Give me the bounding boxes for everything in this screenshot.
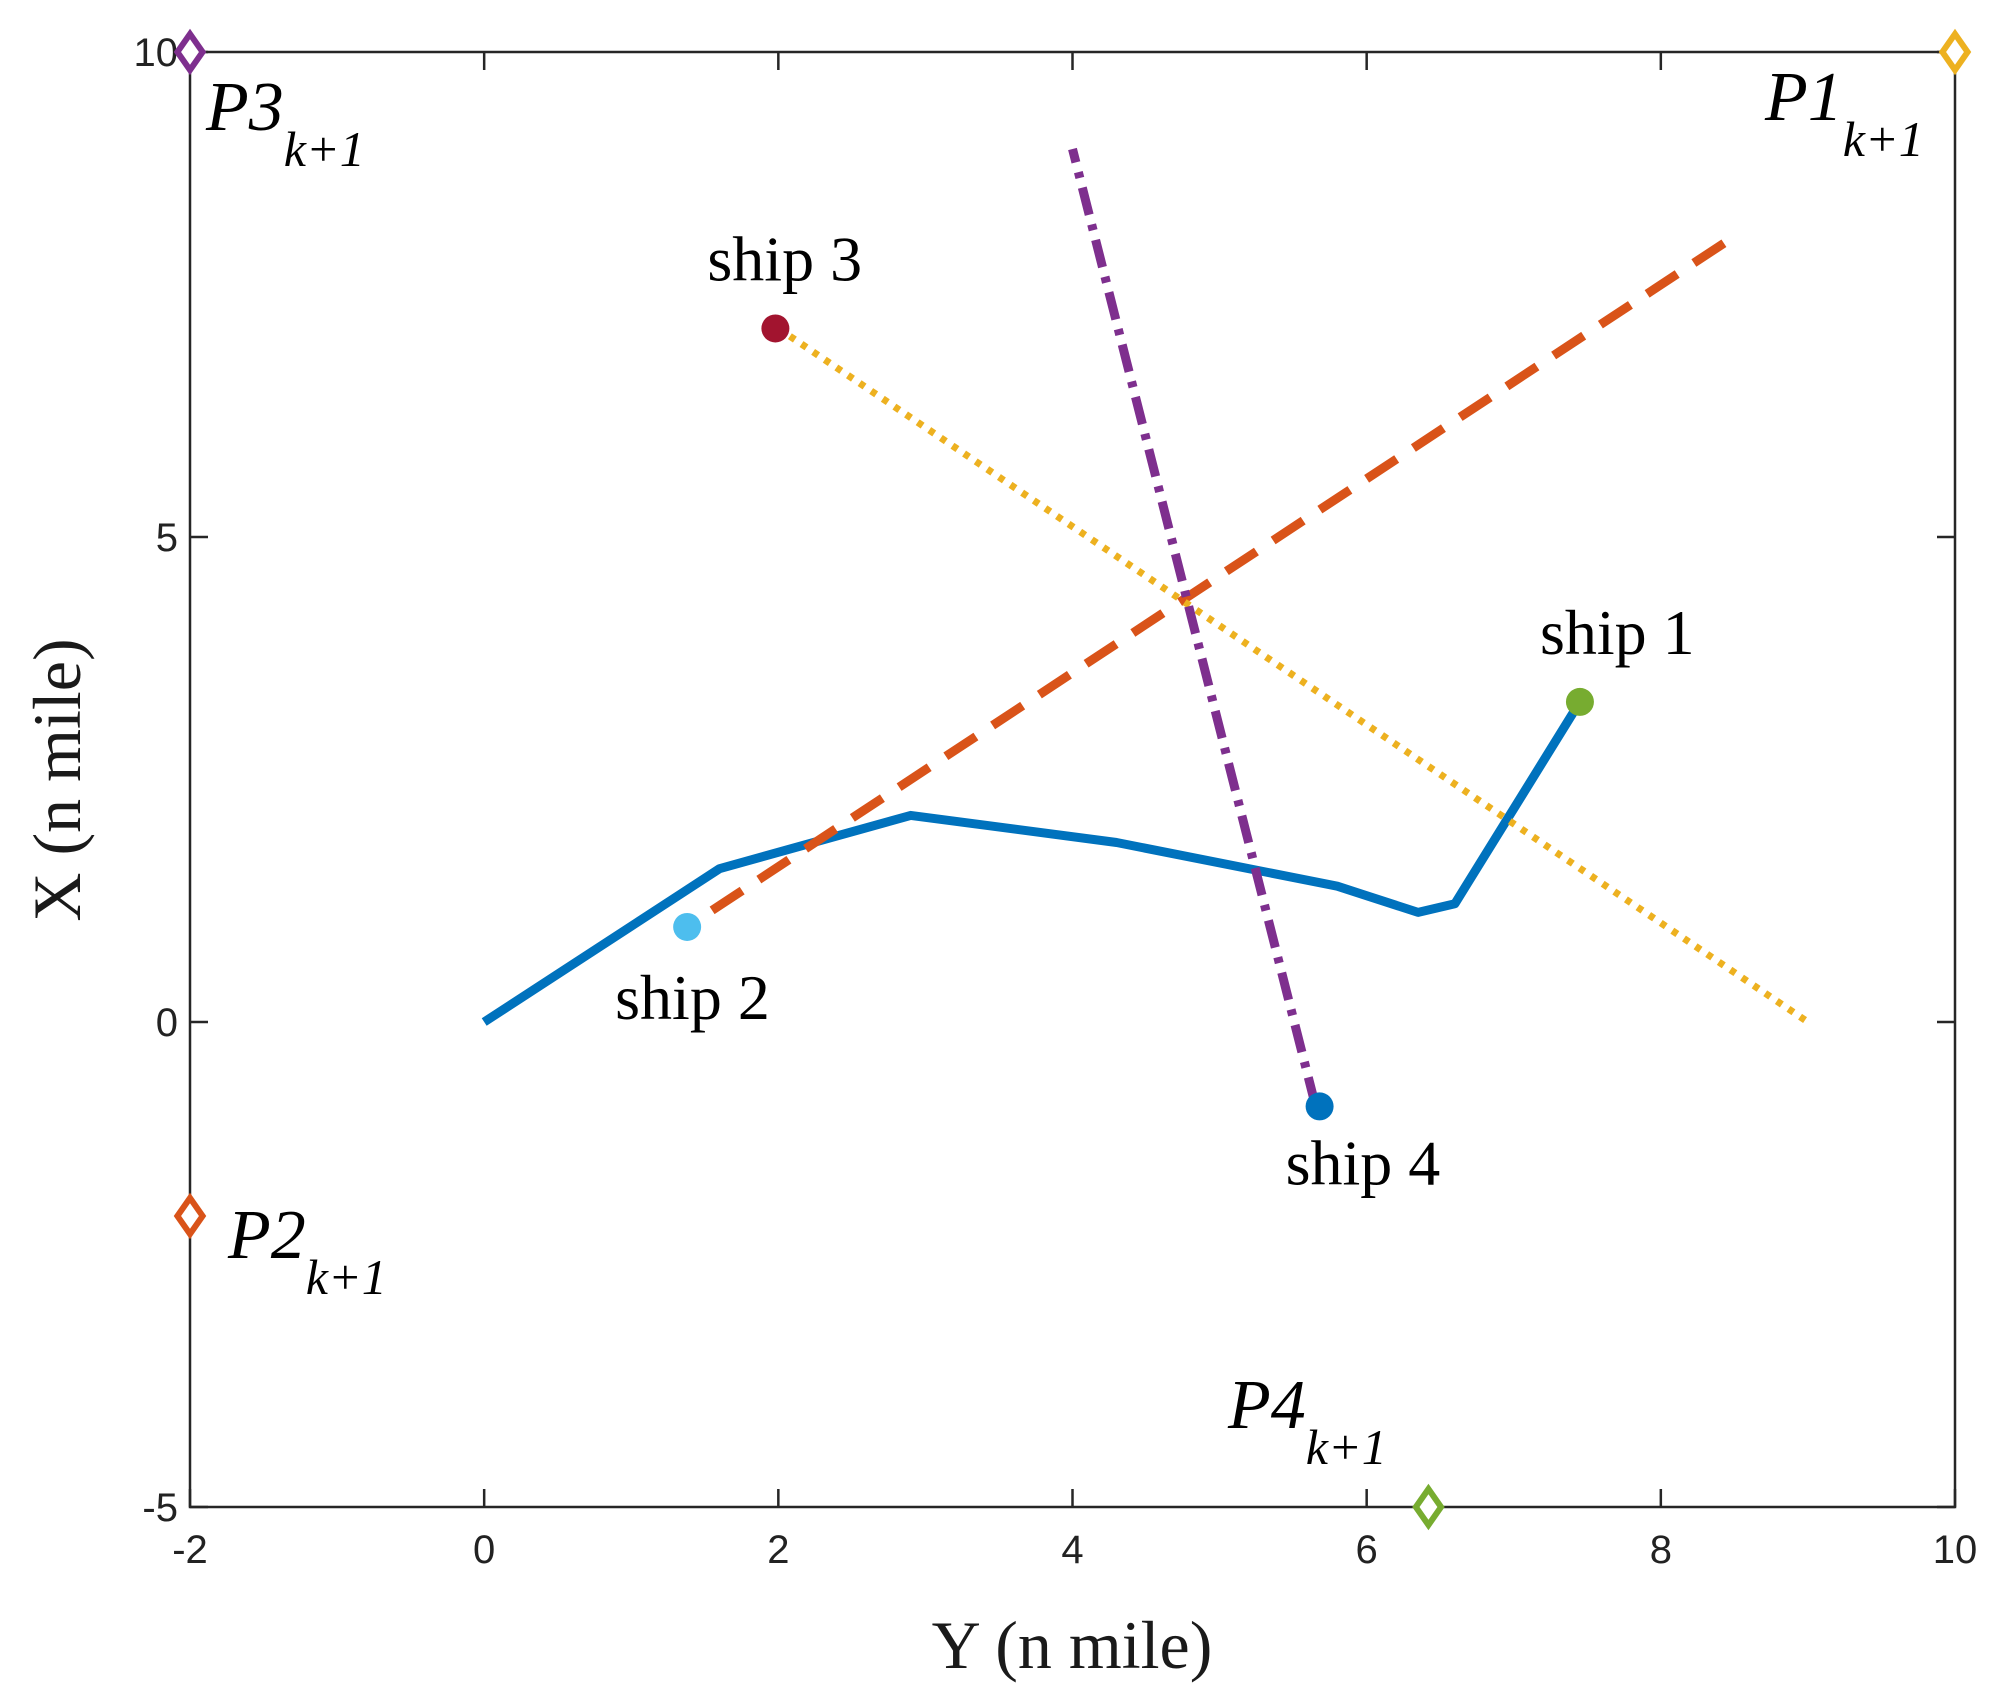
axis-ticks: -2 0 2 4 6 8 10 -5 0 5 10: [134, 31, 1978, 1572]
target-marker: [173, 28, 207, 76]
target-label-sub: k+1: [306, 1249, 387, 1305]
ship-marker: [761, 314, 790, 343]
x-tick-label: 4: [1061, 1528, 1083, 1572]
own-ship-path-line: [481, 699, 1584, 1026]
ship-marker: [1305, 1092, 1334, 1121]
target-label-sub: k+1: [1843, 111, 1924, 167]
target-label-main: P3: [205, 69, 284, 146]
x-tick-label: 10: [1933, 1528, 1978, 1572]
target-label: P1k+1: [1764, 59, 1924, 167]
target-label: P2k+1: [227, 1197, 387, 1305]
y-tick-label: 10: [134, 31, 179, 75]
x-tick-label: 2: [767, 1528, 789, 1572]
target-marker: [1412, 1483, 1445, 1531]
x-tick-label: 6: [1356, 1528, 1378, 1572]
x-tick-label: -2: [172, 1528, 208, 1572]
target-label: P3k+1: [205, 69, 365, 177]
ship-label: ship 2: [615, 962, 770, 1033]
ship-label: ship 4: [1286, 1127, 1441, 1198]
series-lines: [481, 147, 1810, 1106]
ship3-track-line: [776, 325, 1810, 1025]
x-axis-title: Y (n mile): [932, 1607, 1213, 1683]
plot-area: [188, 50, 1957, 1509]
y-tick-label: 5: [156, 516, 178, 560]
ship-marker: [1565, 687, 1594, 716]
ship4-track-line: [1068, 147, 1320, 1106]
y-tick-label: -5: [142, 1486, 178, 1530]
markers: [173, 28, 1972, 1531]
target-marker: [1938, 28, 1972, 76]
target-label-sub: k+1: [284, 121, 365, 177]
x-tick-label: 0: [473, 1528, 495, 1572]
target-label-main: P2: [227, 1197, 306, 1274]
target-label: P4k+1: [1227, 1367, 1387, 1475]
target-marker: [173, 1192, 207, 1240]
ship-label: ship 3: [707, 223, 862, 294]
ship-marker: [673, 912, 702, 941]
ship-label: ship 1: [1540, 597, 1695, 668]
x-tick-label: 8: [1650, 1528, 1672, 1572]
y-axis-title: X (n mile): [19, 638, 95, 921]
target-label-sub: k+1: [1306, 1419, 1387, 1475]
y-tick-label: 0: [156, 1001, 178, 1045]
ship2-track-line: [709, 232, 1737, 915]
target-label-main: P4: [1227, 1367, 1306, 1444]
target-label-main: P1: [1764, 59, 1843, 136]
